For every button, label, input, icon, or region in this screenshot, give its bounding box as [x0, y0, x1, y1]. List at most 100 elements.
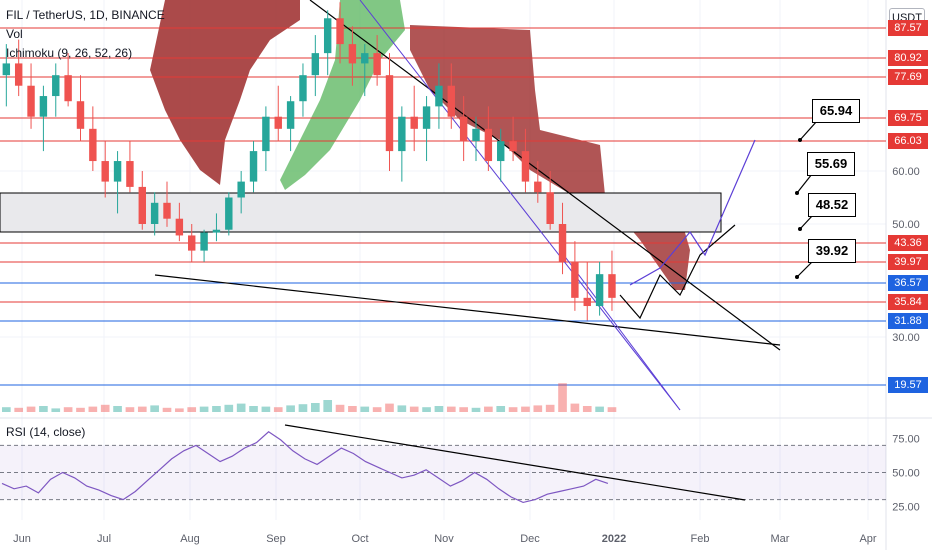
candle-body [262, 116, 270, 152]
target-annotation: 55.69 [807, 152, 855, 176]
volume-bar [261, 406, 271, 412]
annotation-dot [795, 275, 799, 279]
resistance-price-tag: 69.75 [888, 110, 928, 126]
volume-bar [212, 406, 221, 412]
volume-bar [521, 406, 530, 412]
candle-body [14, 63, 23, 86]
volume-bar [2, 407, 11, 412]
candle-body [188, 235, 196, 251]
x-tick-label: Jul [97, 533, 111, 545]
candle-body [225, 197, 233, 230]
annotation-dot [795, 191, 799, 195]
volume-bar [459, 407, 468, 412]
target-annotation: 65.94 [812, 99, 860, 123]
candle-body [286, 101, 295, 129]
x-tick-label: Jun [13, 533, 31, 545]
channel-line [359, 0, 681, 411]
candle-body [348, 44, 357, 64]
candle-body [521, 151, 530, 182]
volume-legend: Vol [6, 27, 23, 41]
volume-bar [385, 403, 394, 412]
resistance-price-tag: 43.36 [888, 235, 928, 251]
volume-bar [187, 407, 197, 412]
candle-body [410, 116, 418, 129]
candle-body [299, 75, 307, 102]
x-tick-label: Apr [859, 533, 876, 545]
volume-bar [26, 406, 36, 412]
candle-body [595, 274, 604, 307]
resistance-price-tag: 77.69 [888, 69, 928, 85]
candle-body [398, 116, 406, 152]
volume-bar [298, 404, 308, 412]
candle-body [558, 224, 567, 262]
x-tick-label: Aug [180, 533, 200, 545]
candle-body [64, 75, 72, 102]
resistance-price-tag: 80.92 [888, 50, 928, 66]
candle-body [361, 53, 369, 64]
volume-bar [113, 406, 122, 412]
candle-body [336, 18, 344, 45]
descending-trendline [309, 0, 781, 351]
candle-body [2, 63, 11, 76]
volume-bar [63, 407, 73, 412]
x-tick-label: Oct [351, 533, 368, 545]
rsi-line [1, 431, 609, 504]
volume-bar [422, 407, 431, 412]
volume-bar [484, 406, 493, 412]
x-tick-label: Nov [434, 533, 454, 545]
x-tick-label: Sep [266, 533, 286, 545]
annotation-pointer [799, 120, 818, 141]
volume-bar [545, 404, 555, 412]
resistance-price-tag: 35.84 [888, 294, 928, 310]
support-price-tag: 31.88 [888, 313, 928, 329]
candle-body [126, 161, 134, 187]
candle-body [385, 75, 394, 152]
annotation-pointer [799, 214, 814, 230]
volume-bar [14, 407, 24, 412]
volume-bar [446, 406, 456, 412]
volume-bar [570, 403, 580, 412]
rsi-legend: RSI (14, close) [6, 425, 86, 439]
candle-body [101, 161, 109, 182]
candle-body [39, 96, 48, 117]
candle-body [52, 75, 60, 97]
candle-body [150, 202, 159, 224]
volume-bar [150, 405, 159, 412]
candle-body [163, 202, 171, 219]
candle-body [571, 261, 579, 298]
candle-body [373, 53, 381, 76]
support-price-tag: 19.57 [888, 377, 928, 393]
candle-body [422, 106, 431, 129]
volume-bar [471, 407, 481, 412]
volume-bar [335, 404, 345, 412]
rsi-tick-label: 25.00 [892, 501, 920, 513]
annotation-dot [798, 138, 802, 142]
candle-body [113, 161, 122, 182]
volume-bar [236, 403, 246, 412]
x-tick-label: Dec [520, 533, 540, 545]
volume-bar [372, 407, 382, 412]
candle-body [447, 85, 455, 117]
y-tick-label: 60.00 [892, 166, 920, 178]
candle-body [509, 141, 517, 152]
candle-body [76, 101, 85, 129]
volume-bar [175, 408, 184, 412]
candle-body [27, 85, 35, 117]
volume-bar [360, 406, 370, 412]
resistance-price-tag: 87.57 [888, 20, 928, 36]
volume-bar [137, 406, 147, 412]
candle-body [237, 181, 245, 198]
candle-body [138, 186, 146, 224]
volume-bar [224, 404, 234, 412]
volume-bar [508, 407, 518, 412]
projection-path-a [619, 224, 736, 320]
candle-body [212, 229, 221, 233]
x-tick-label: Feb [691, 533, 710, 545]
candle-body [200, 232, 208, 251]
support-price-tag: 36.57 [888, 275, 928, 291]
x-tick-label: Mar [771, 533, 790, 545]
annotation-pointer [796, 260, 814, 278]
x-tick-label: 2022 [602, 533, 626, 545]
volume-bar [434, 406, 444, 412]
